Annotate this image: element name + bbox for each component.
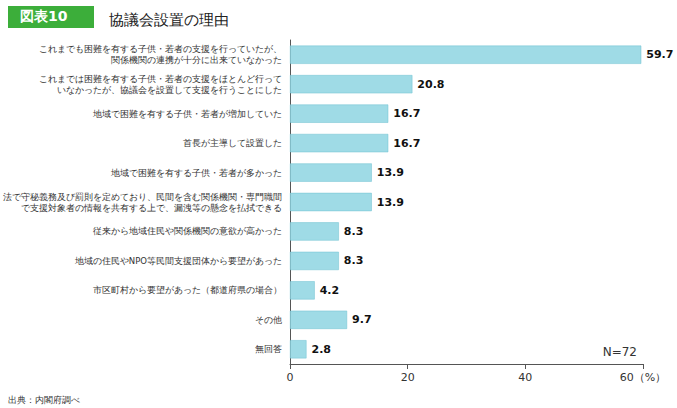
svg-text:地域の住民やNPO等民間支援団体から要望があった: 地域の住民やNPO等民間支援団体から要望があった	[74, 256, 282, 266]
svg-text:これまでは困難を有する子供・若者の支援をほとんど行って: これまでは困難を有する子供・若者の支援をほとんど行って	[39, 74, 282, 84]
svg-text:地域で困難を有する子供・若者が増加していた: 地域で困難を有する子供・若者が増加していた	[92, 109, 282, 119]
svg-text:市区町村から要望があった（都道府県の場合）: 市区町村から要望があった（都道府県の場合）	[93, 285, 282, 295]
svg-text:20.8: 20.8	[417, 78, 444, 91]
svg-text:関係機関の連携が十分に出来ていなかった: 関係機関の連携が十分に出来ていなかった	[111, 55, 282, 65]
svg-text:20: 20	[401, 371, 415, 384]
svg-text:従来から地域住民や関係機関の意欲が高かった: 従来から地域住民や関係機関の意欲が高かった	[93, 226, 282, 236]
svg-text:これまでも困難を有する子供・若者の支援を行っていたが、: これまでも困難を有する子供・若者の支援を行っていたが、	[39, 44, 282, 54]
svg-text:16.7: 16.7	[393, 107, 420, 120]
svg-text:60（%）: 60（%）	[620, 371, 666, 384]
svg-text:協議会設置の理由: 協議会設置の理由	[109, 11, 229, 29]
svg-text:その他: その他	[255, 315, 282, 325]
svg-text:9.7: 9.7	[352, 313, 372, 326]
svg-text:図表10: 図表10	[20, 8, 68, 24]
svg-text:いなかったが、協議会を設置して支援を行うことにした: いなかったが、協議会を設置して支援を行うことにした	[57, 85, 282, 95]
svg-text:13.9: 13.9	[377, 196, 404, 209]
svg-text:4.2: 4.2	[320, 284, 340, 297]
svg-text:59.7: 59.7	[646, 48, 673, 61]
svg-text:13.9: 13.9	[377, 166, 404, 179]
svg-text:法で守秘義務及び罰則を定めており、民間を含む関係機関・専門職: 法で守秘義務及び罰則を定めており、民間を含む関係機関・専門職間	[3, 192, 282, 202]
svg-text:出典：内閣府調べ: 出典：内閣府調べ	[8, 395, 80, 405]
svg-text:0: 0	[287, 371, 294, 384]
svg-text:無回答: 無回答	[255, 344, 282, 354]
svg-text:首長が主導して設置した: 首長が主導して設置した	[183, 138, 282, 148]
svg-text:地域で困難を有する子供・若者が多かった: 地域で困難を有する子供・若者が多かった	[110, 168, 282, 178]
svg-text:16.7: 16.7	[393, 137, 420, 150]
svg-text:40: 40	[518, 371, 532, 384]
svg-text:N=72: N=72	[603, 345, 637, 359]
svg-text:8.3: 8.3	[344, 225, 364, 238]
svg-text:2.8: 2.8	[311, 343, 331, 356]
svg-text:で支援対象者の情報を共有する上で、漏洩等の懸念を払拭できる: で支援対象者の情報を共有する上で、漏洩等の懸念を払拭できる	[21, 203, 282, 213]
svg-text:8.3: 8.3	[344, 254, 364, 267]
